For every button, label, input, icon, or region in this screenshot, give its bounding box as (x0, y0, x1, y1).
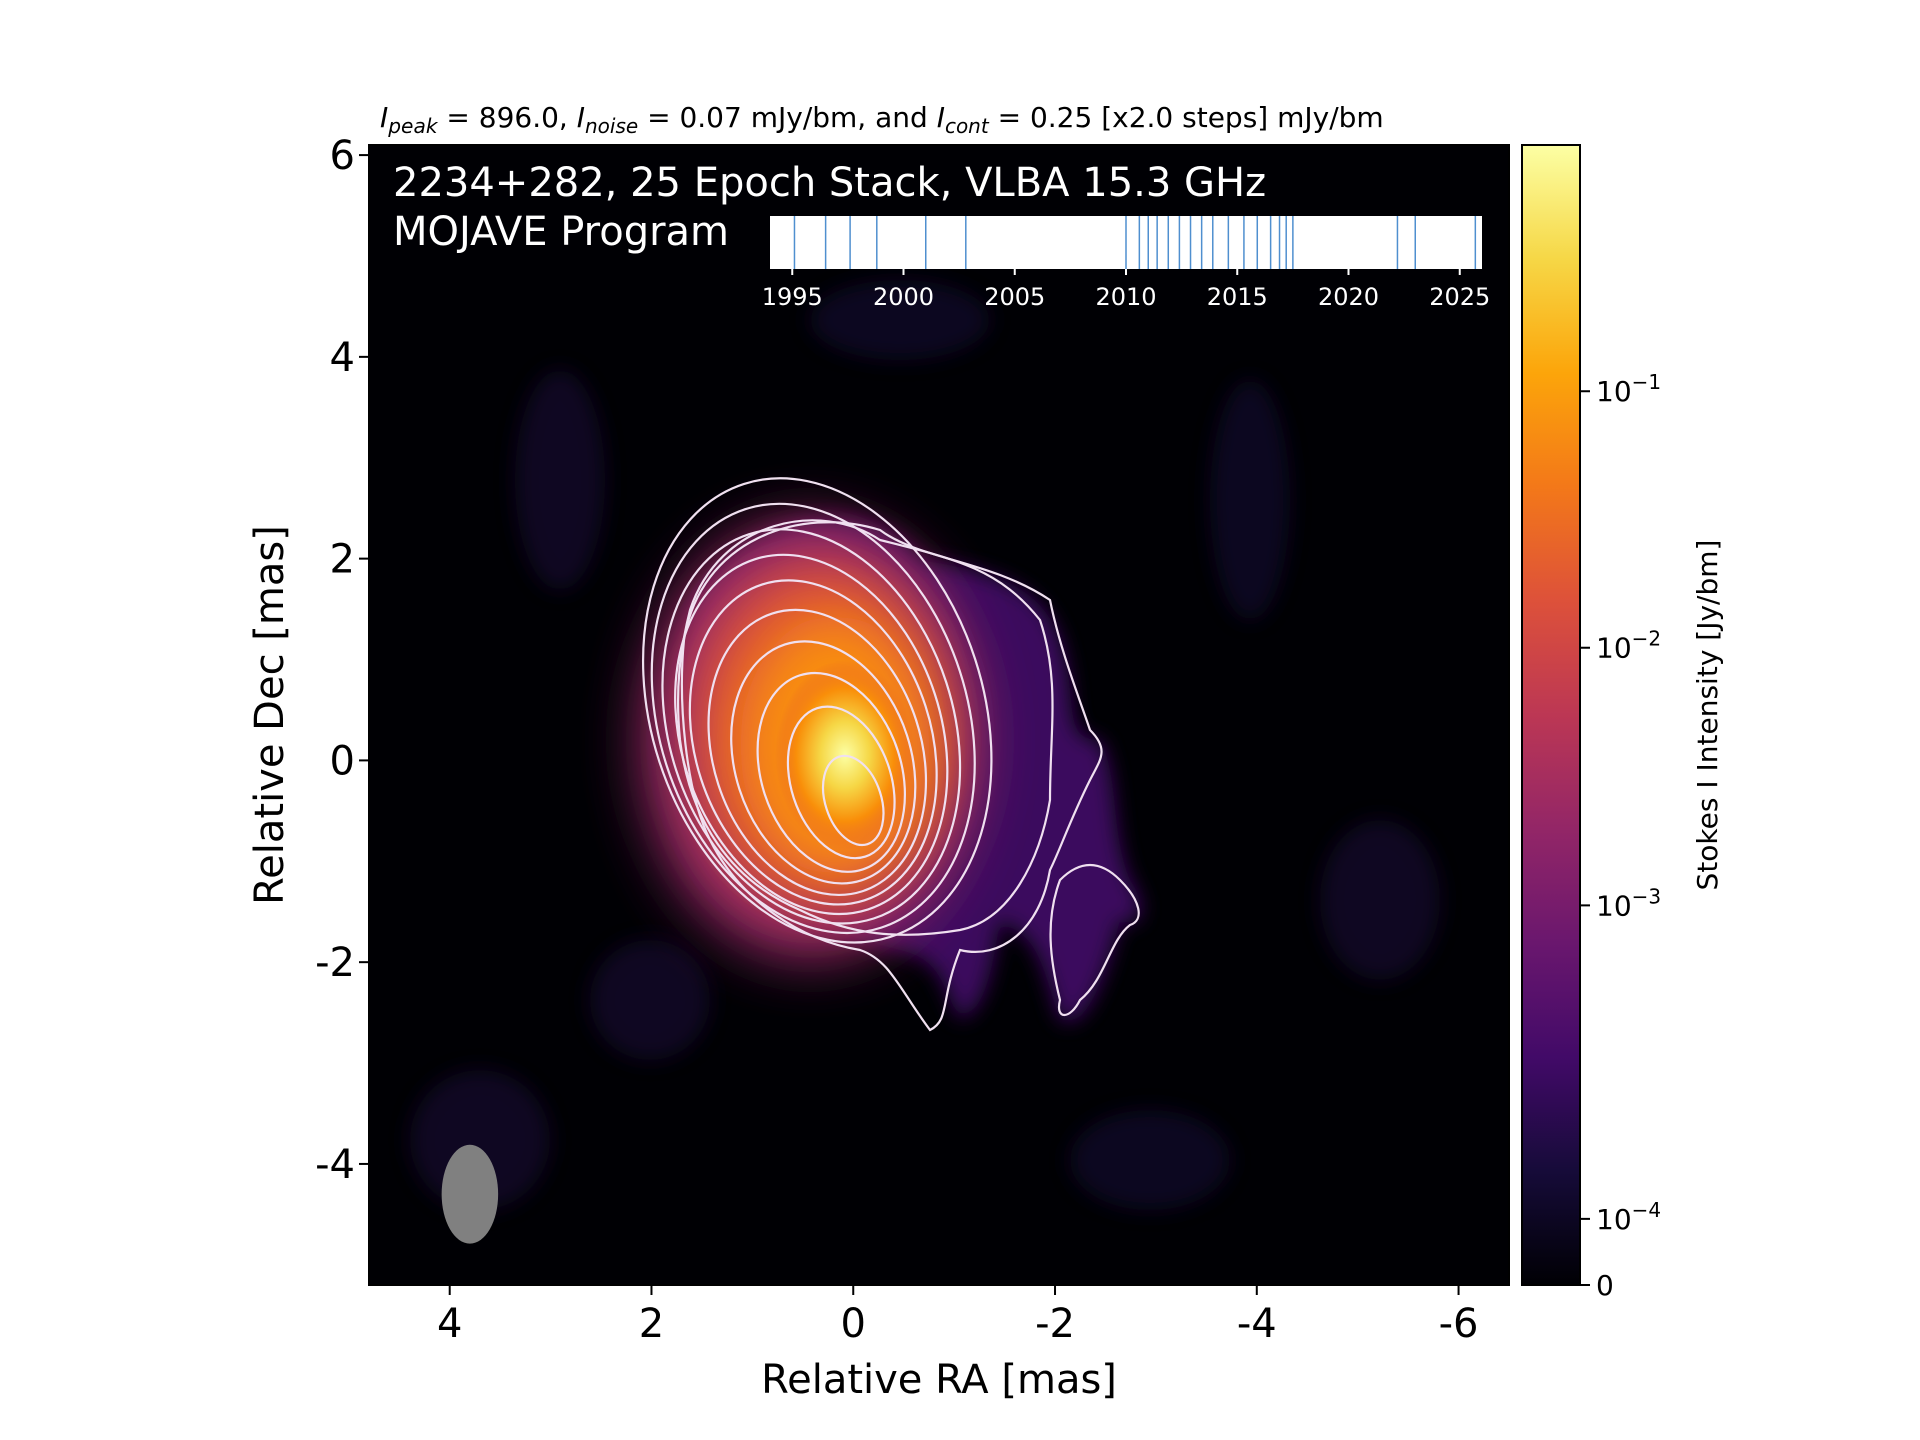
colorbar-label: Stokes I Intensity [Jy/bm] (1691, 540, 1724, 891)
y-axis-label: Relative Dec [mas] (247, 525, 293, 905)
y-tick-label: -4 (315, 1142, 355, 1188)
contour-level (821, 754, 885, 847)
epoch-tick-label: 1995 (762, 283, 823, 311)
noise-patches (410, 280, 1440, 1210)
epoch-timeline-inset: 1995 2000 2005 2010 2015 2020 2025 (762, 216, 1490, 311)
beam-ellipse (441, 1144, 499, 1244)
contour-outer-3 (1049, 864, 1140, 1017)
source-annotation-line2: MOJAVE Program (393, 209, 729, 255)
plot-frame (368, 144, 1510, 1286)
y-tick-label: 2 (330, 537, 355, 583)
y-tick-label: 6 (330, 133, 355, 179)
contour-level (688, 579, 938, 906)
contour-level (786, 705, 896, 860)
epoch-tick-label: 2015 (1207, 283, 1268, 311)
contour-level (661, 528, 962, 925)
colorbar-tick-label: 10−3 (1596, 884, 1661, 922)
heatmap-area: 2234+282, 25 Epoch Stack, VLBA 15.3 GHz … (369, 145, 1509, 1285)
x-tick-label: 0 (841, 1301, 866, 1347)
contour-outer-1 (676, 519, 1054, 936)
x-tick-label: 2 (639, 1301, 664, 1347)
contour-lines (641, 477, 1140, 1032)
contour-level (756, 671, 907, 873)
epoch-tick-label: 2020 (1318, 283, 1379, 311)
colorbar-tick-label: 10−1 (1596, 370, 1661, 408)
contour-level (730, 640, 917, 885)
epoch-tick-label: 2010 (1095, 283, 1156, 311)
y-tick-label: 0 (330, 738, 355, 784)
x-tick-label: -4 (1237, 1301, 1277, 1347)
epoch-tick-label: 2005 (984, 283, 1045, 311)
x-tick-label: -6 (1439, 1301, 1479, 1347)
y-tick-label: -2 (315, 940, 355, 986)
colorbar: 0 10−4 10−3 10−2 10−1 Stokes I Intensity [Jy… (1521, 144, 1724, 1302)
contour-level (641, 477, 993, 944)
colorbar-tick-label: 10−4 (1596, 1198, 1661, 1236)
contour-level (650, 502, 976, 935)
contour-outer-2 (680, 521, 1103, 1032)
y-axis-ticks: 6 4 2 0 -2 -4 (315, 133, 369, 1188)
x-tick-label: -2 (1035, 1301, 1075, 1347)
colorbar-ticks: 0 10−4 10−3 10−2 10−1 (1580, 370, 1661, 1302)
colorbar-gradient (1521, 144, 1581, 1286)
colorbar-tick-label: 10−2 (1596, 627, 1661, 665)
epoch-tick-label: 2000 (873, 283, 934, 311)
contour-level (707, 608, 928, 897)
x-axis-ticks: 4 2 0 -2 -4 -6 (437, 1285, 1479, 1347)
x-axis-label: Relative RA [mas] (761, 1357, 1117, 1403)
chart-title: Ipeak = 896.0, Inoise = 0.07 mJy/bm, and… (380, 101, 1384, 138)
x-tick-label: 4 (437, 1301, 462, 1347)
y-tick-label: 4 (330, 335, 355, 381)
source-annotation-line1: 2234+282, 25 Epoch Stack, VLBA 15.3 GHz (393, 160, 1266, 206)
colorbar-tick-label: 0 (1596, 1269, 1614, 1302)
epoch-tick-label: 2025 (1429, 283, 1490, 311)
